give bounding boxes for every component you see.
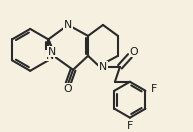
Text: F: F (127, 121, 133, 131)
Text: N: N (99, 62, 107, 72)
Text: N: N (46, 51, 54, 61)
Text: N: N (64, 20, 72, 30)
Text: F: F (151, 84, 157, 94)
Text: O: O (64, 84, 72, 94)
Text: O: O (130, 47, 138, 57)
Text: N: N (48, 47, 56, 57)
